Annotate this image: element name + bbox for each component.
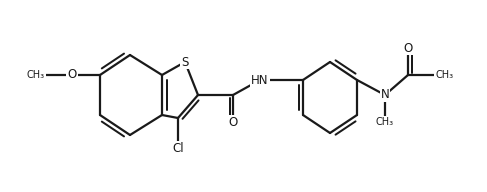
Text: HN: HN	[251, 74, 269, 87]
Text: CH₃: CH₃	[435, 70, 453, 80]
Text: S: S	[181, 55, 188, 69]
Text: CH₃: CH₃	[27, 70, 45, 80]
Text: Cl: Cl	[172, 142, 184, 155]
Text: O: O	[403, 41, 412, 55]
Text: CH₃: CH₃	[376, 117, 394, 127]
Text: O: O	[228, 116, 238, 128]
Text: N: N	[381, 89, 390, 102]
Text: O: O	[67, 69, 76, 81]
